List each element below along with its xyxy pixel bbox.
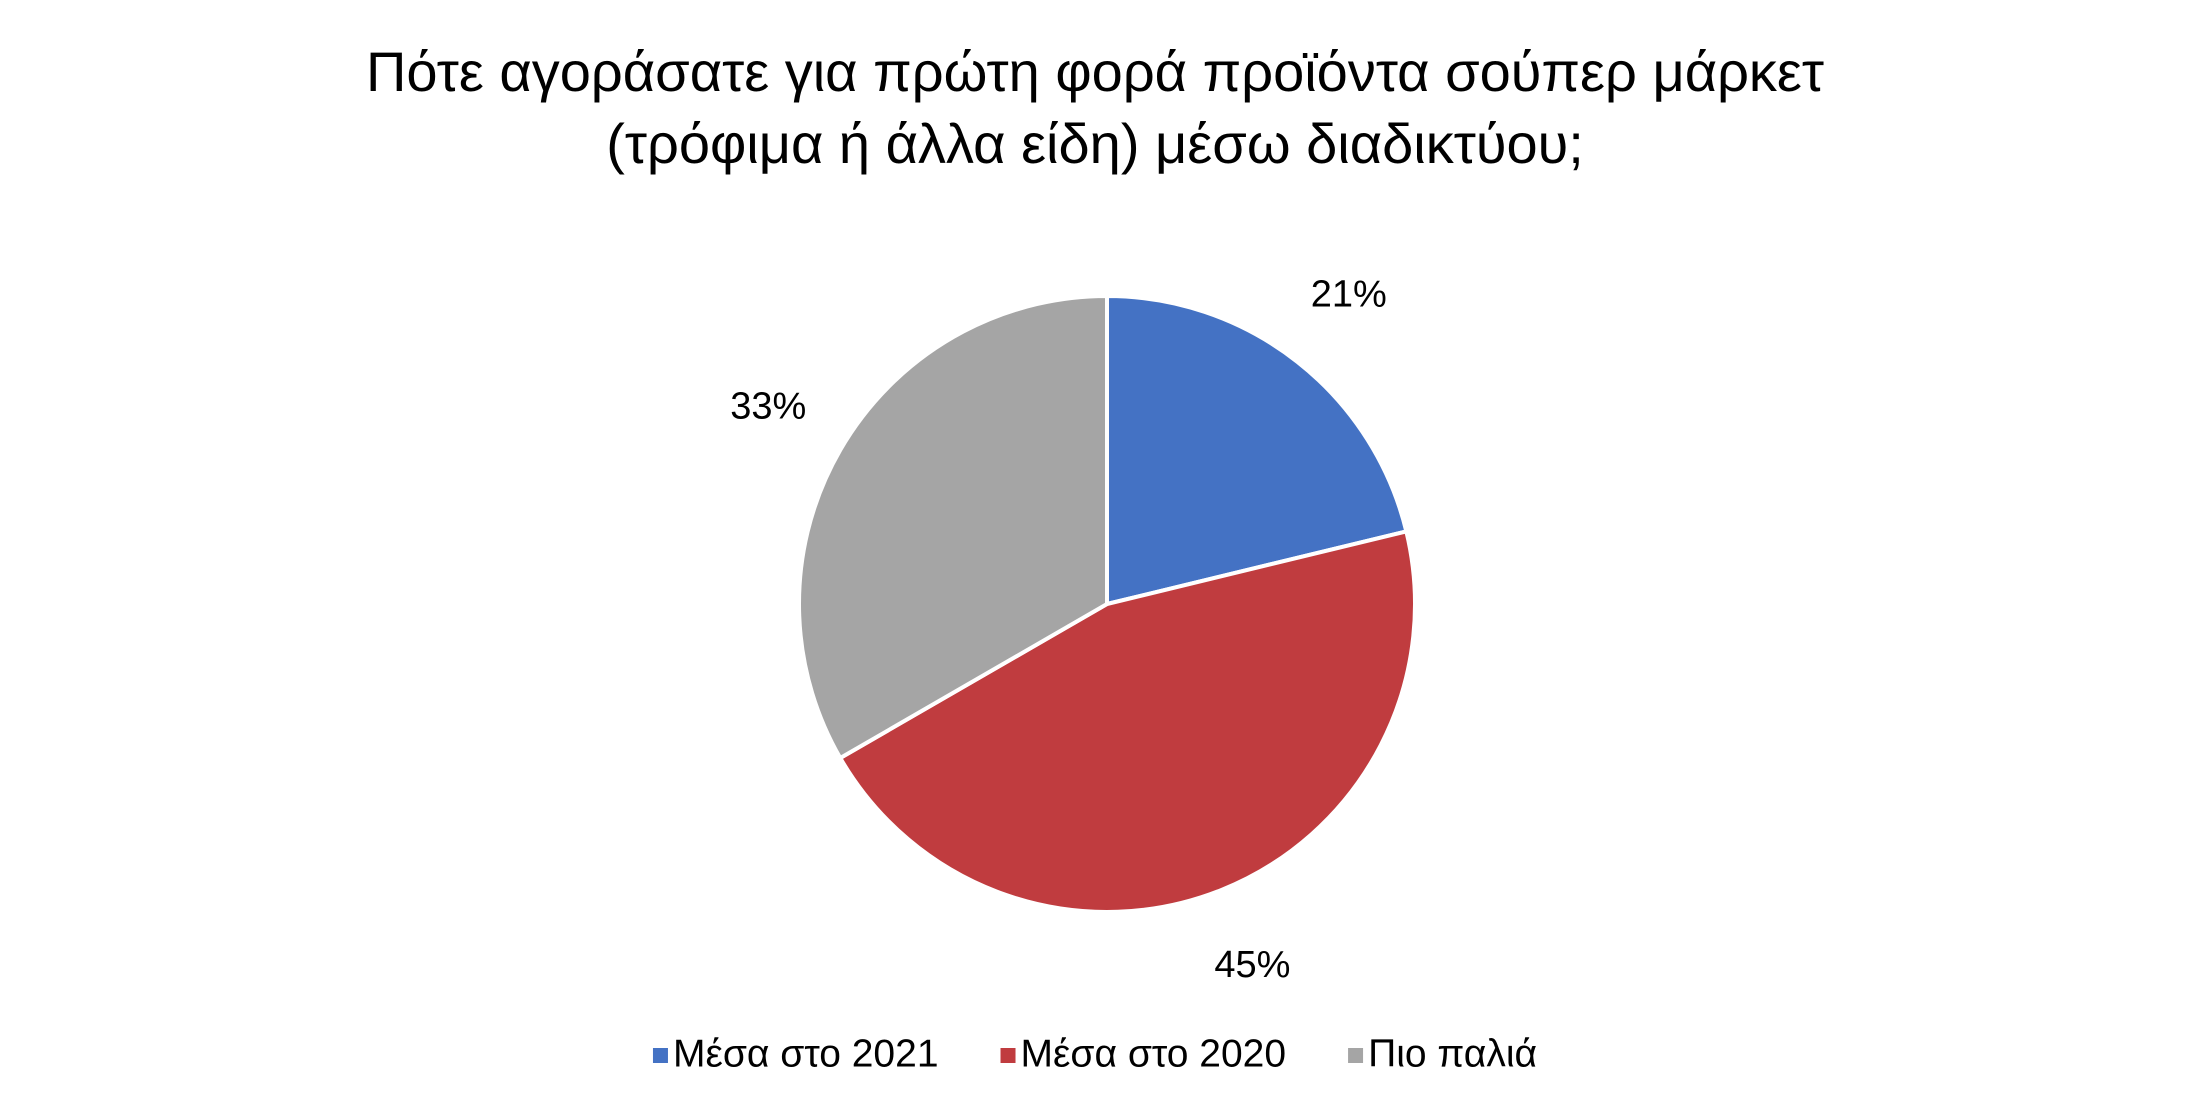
pie-slice xyxy=(1105,293,1409,607)
chart-title: (τρόφιμα ή άλλα είδη) μέσω διαδικτύου; xyxy=(606,112,1584,175)
legend-label: Πιο παλιά xyxy=(1368,1032,1537,1075)
data-label: 45% xyxy=(1214,944,1290,986)
legend-label: Μέσα στο 2021 xyxy=(673,1032,939,1075)
legend-swatch xyxy=(652,1048,668,1063)
data-label: 33% xyxy=(730,385,806,427)
pie-slice xyxy=(797,293,1109,761)
pie-slice xyxy=(837,528,1418,914)
legend-swatch xyxy=(1348,1048,1364,1063)
data-label: 21% xyxy=(1311,274,1387,316)
chart-title: Πότε αγοράσατε για πρώτη φορά προϊόντα σ… xyxy=(366,40,1824,103)
legend-swatch xyxy=(1000,1048,1016,1063)
legend-label: Μέσα στο 2020 xyxy=(1021,1032,1287,1075)
